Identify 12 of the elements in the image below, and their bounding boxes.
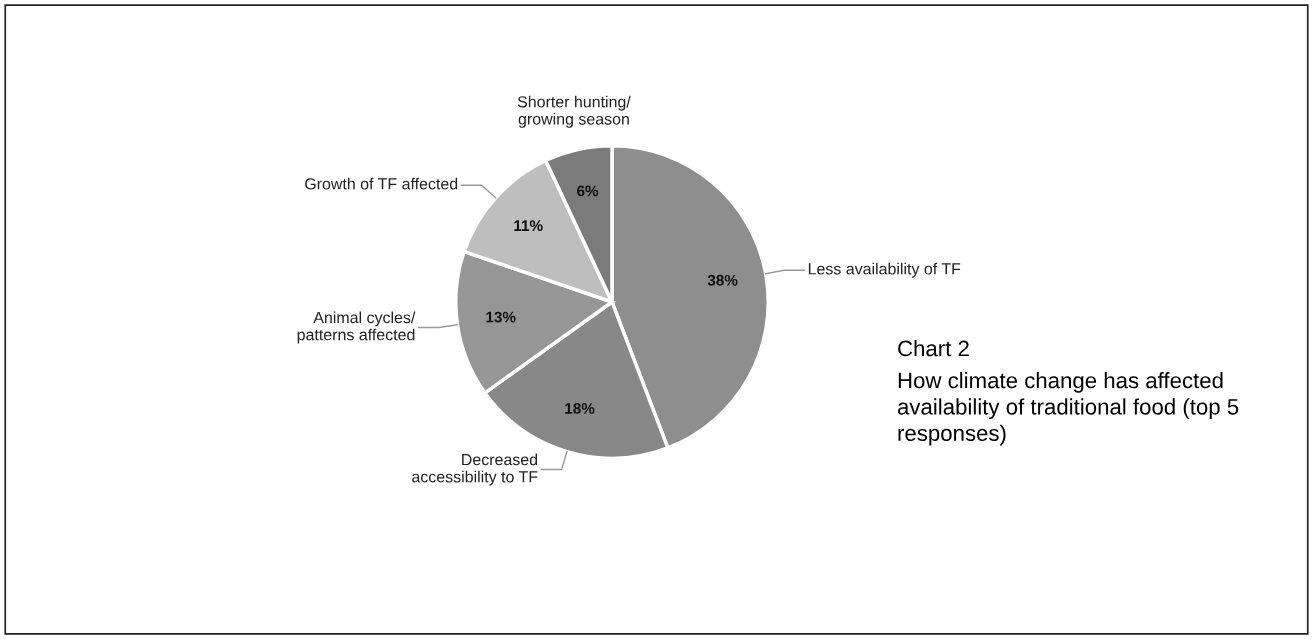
slice-label: Shorter hunting/ growing season	[517, 95, 631, 128]
data-label: 6%	[577, 185, 599, 197]
slice-label: Growth of TF affected	[305, 177, 458, 190]
data-label: 18%	[565, 403, 595, 414]
data-label: 38%	[707, 274, 738, 286]
slice-label: Decreased accessibility to TF	[412, 453, 538, 486]
text: Chart 2	[898, 340, 969, 357]
slice-label: Animal cycles/ patterns affected	[297, 311, 416, 344]
data-label: 11%	[514, 220, 543, 231]
text: How climate change has affected availability of traditional food (top 5 responses)	[897, 372, 1239, 446]
data-label: 13%	[486, 311, 516, 323]
slice-label: Less availability of TF	[808, 262, 961, 278]
